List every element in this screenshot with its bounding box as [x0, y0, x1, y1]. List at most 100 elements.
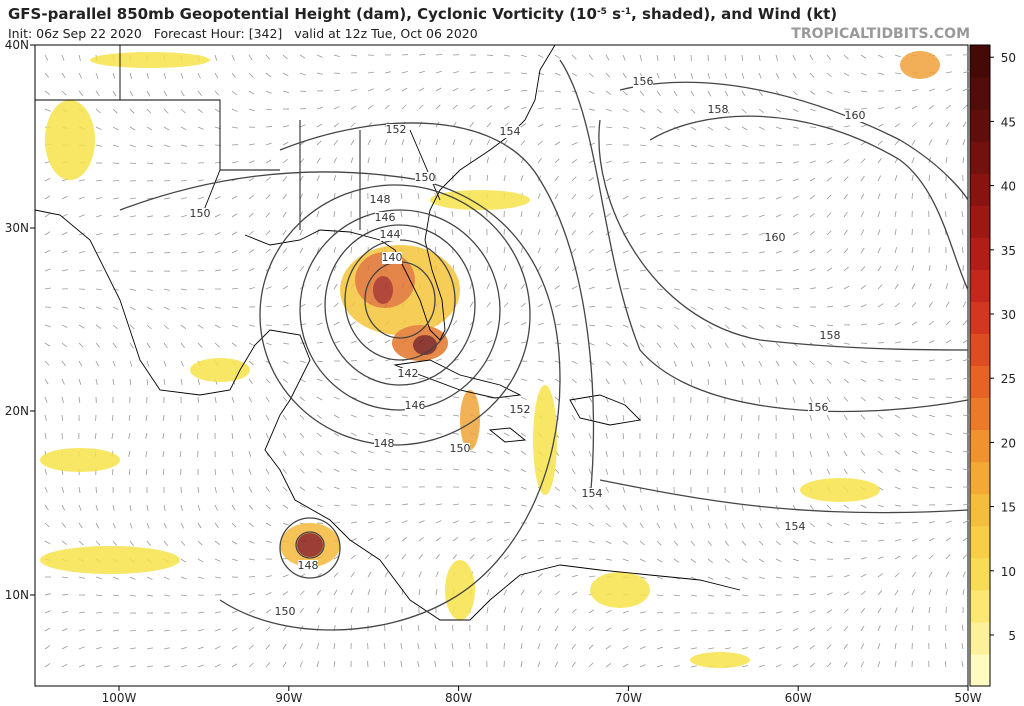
wind-barb	[503, 521, 511, 524]
wind-barb	[248, 54, 253, 61]
wind-barb	[112, 144, 119, 148]
wind-barb	[894, 539, 901, 542]
wind-barb	[928, 139, 933, 146]
wind-barb	[214, 324, 221, 329]
wind-barb	[316, 193, 320, 200]
wind-barb	[537, 539, 545, 542]
wind-barb	[146, 197, 153, 200]
wind-barb	[486, 320, 492, 326]
wind-barb	[401, 571, 405, 578]
wind-barb	[129, 288, 136, 291]
wind-barb	[809, 54, 814, 61]
wind-barb	[129, 233, 136, 236]
wind-barb	[843, 661, 848, 668]
wind-barb	[622, 250, 629, 254]
wind-barb	[248, 522, 254, 528]
wind-barb	[61, 231, 68, 236]
colorbar-swatch	[970, 429, 990, 463]
wind-barb	[316, 396, 323, 401]
wind-barb	[860, 229, 865, 236]
wind-barb	[758, 196, 765, 200]
wind-barb	[809, 450, 812, 457]
wind-barb	[435, 139, 439, 146]
wind-barb	[656, 360, 661, 367]
wind-barb	[129, 162, 137, 165]
contour-label-bg	[374, 438, 394, 450]
wind-barb	[350, 607, 353, 614]
wind-barb	[877, 661, 881, 668]
wind-barb	[961, 193, 964, 200]
wind-barb	[554, 72, 561, 76]
wind-barb	[605, 177, 612, 182]
wind-barb	[112, 215, 119, 218]
wind-barb	[588, 54, 593, 60]
wind-barb	[724, 504, 727, 511]
wind-barb	[214, 486, 217, 493]
wind-barb	[622, 663, 629, 668]
wind-barb	[673, 324, 679, 330]
wind-barb	[826, 90, 833, 94]
wind-barb	[571, 342, 578, 345]
wind-barb	[299, 124, 306, 128]
wind-barb	[265, 176, 271, 182]
wind-barb	[740, 450, 743, 457]
wind-barb	[809, 378, 814, 385]
wind-barb	[435, 553, 440, 560]
wind-barb	[690, 540, 695, 546]
wind-barb	[656, 251, 663, 254]
wind-barb	[197, 144, 204, 147]
wind-barb	[639, 628, 646, 632]
wind-barb	[622, 610, 629, 614]
wind-barb	[129, 576, 136, 580]
wind-barb	[214, 558, 221, 562]
wind-barb	[333, 572, 339, 578]
wind-barb	[588, 414, 592, 421]
wind-barb	[605, 558, 612, 561]
wind-barb	[809, 414, 813, 421]
wind-barb	[231, 593, 238, 596]
wind-barb	[316, 572, 322, 578]
wind-barb	[945, 264, 948, 272]
wind-barb	[163, 144, 170, 148]
wind-barb	[197, 232, 204, 236]
wind-barb	[961, 211, 964, 218]
contour-label: 154	[500, 125, 521, 138]
wind-barb	[265, 248, 271, 254]
wind-barb	[690, 324, 696, 330]
wind-barb	[61, 324, 68, 328]
wind-barb	[231, 610, 238, 614]
wind-barb	[146, 72, 149, 79]
wind-barb	[877, 556, 884, 560]
wind-barb	[112, 540, 118, 546]
wind-barb	[911, 247, 914, 254]
wind-barb	[367, 105, 374, 110]
wind-barb	[911, 468, 918, 472]
wind-barb	[163, 324, 169, 330]
wind-barb	[758, 72, 762, 79]
wind-barb	[248, 644, 254, 650]
wind-barb	[316, 432, 322, 438]
wind-barb	[383, 661, 386, 668]
wind-barb	[452, 156, 455, 164]
wind-barb	[809, 268, 816, 272]
wind-barb	[469, 537, 476, 542]
wind-barb	[588, 286, 595, 290]
wind-barb	[435, 503, 442, 506]
wind-barb	[44, 378, 49, 385]
wind-barb	[571, 285, 578, 290]
wind-barb	[112, 594, 119, 597]
colorbar-swatch	[970, 45, 990, 78]
wind-barb	[605, 143, 613, 146]
contour-label-bg	[415, 172, 435, 184]
wind-barb	[520, 468, 527, 473]
wind-barb	[435, 87, 442, 92]
wind-barb	[554, 486, 560, 492]
wind-barb	[826, 194, 832, 200]
wind-barb	[588, 72, 594, 78]
colorbar-swatch	[970, 301, 990, 334]
wind-barb	[503, 175, 506, 182]
contour-label-bg	[845, 110, 865, 122]
wind-barb	[809, 432, 812, 439]
wind-barb	[452, 377, 460, 380]
wind-barb	[435, 156, 437, 164]
